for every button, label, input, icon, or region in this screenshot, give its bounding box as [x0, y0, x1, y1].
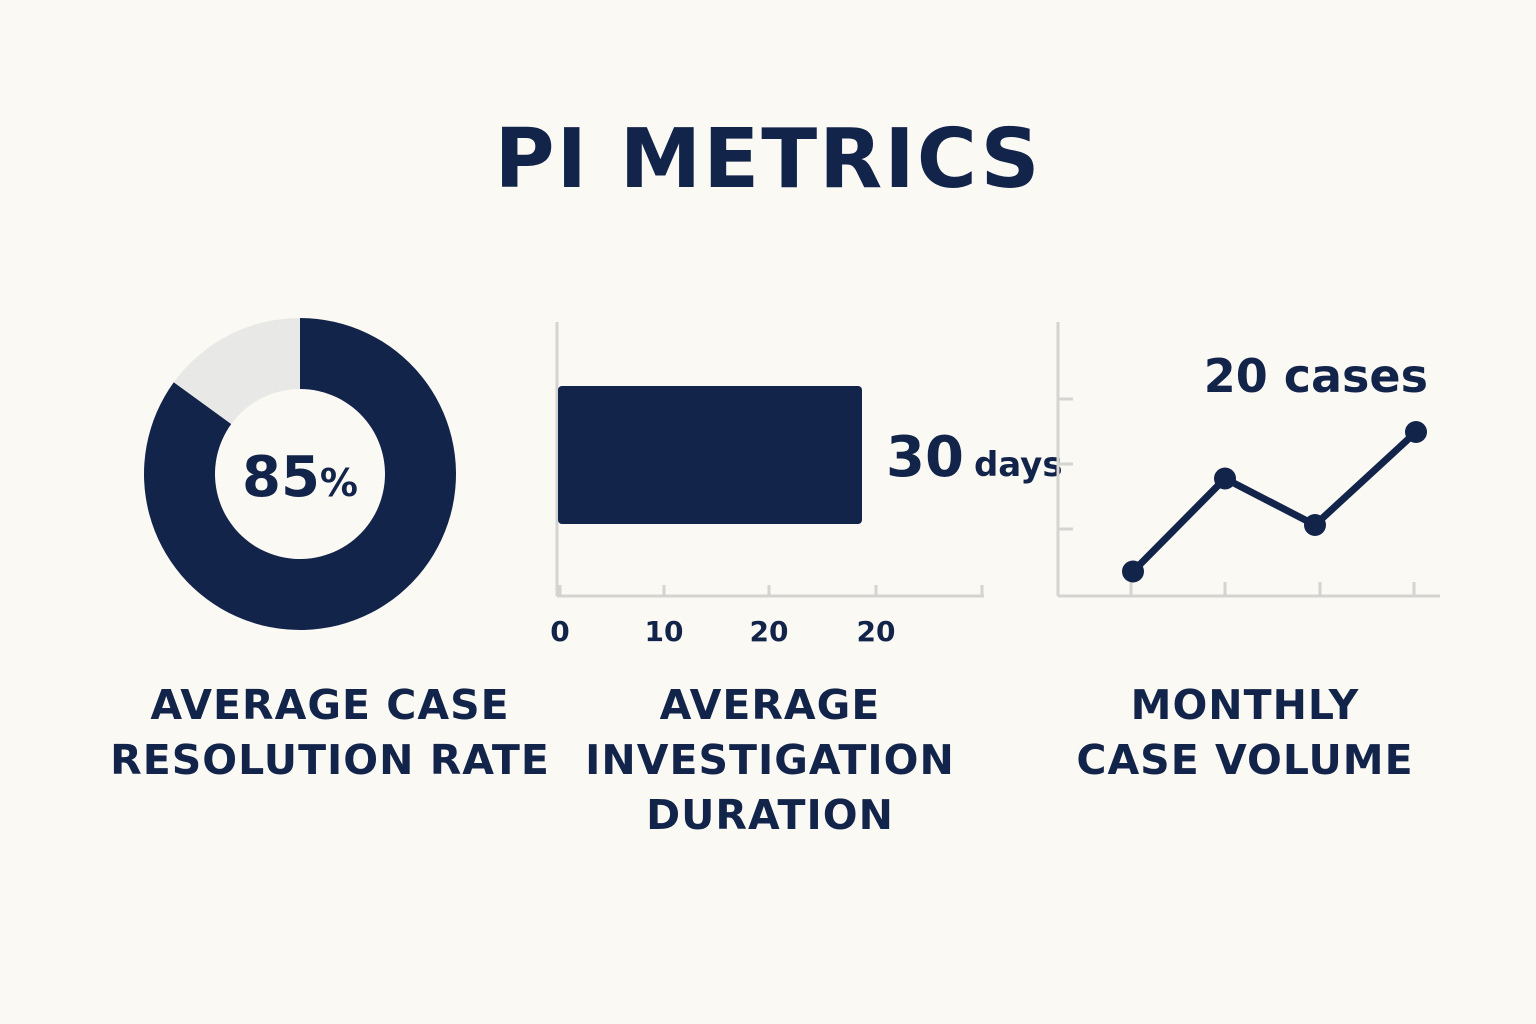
donut-slice-remaining: [173, 318, 300, 425]
volume-data-point: [1214, 467, 1236, 490]
volume-caption: MONTHLY CASE VOLUME: [1050, 678, 1440, 788]
bar-x-tick-label: 0: [550, 615, 569, 648]
caption-line: CASE VOLUME: [1076, 736, 1414, 784]
resolution-rate-caption: AVERAGE CASE RESOLUTION RATE: [110, 678, 550, 788]
donut-slice-resolved: [144, 318, 457, 630]
duration-unit: days: [974, 445, 1063, 485]
bar-x-tick-label: 20: [750, 615, 789, 648]
line-axis-ticks: [1058, 397, 1416, 596]
bar-x-tick-label: 20: [857, 615, 896, 648]
donut-unit: %: [320, 461, 358, 505]
volume-annotation: 20 cases: [1204, 349, 1428, 403]
volume-series-line: [1130, 429, 1419, 574]
caption-line: RESOLUTION RATE: [110, 736, 550, 784]
bar-x-ticks: 0 10 20 20: [550, 585, 984, 648]
volume-data-point: [1304, 514, 1326, 536]
volume-data-point: [1405, 421, 1427, 443]
caption-line: INVESTIGATION: [585, 736, 955, 784]
caption-line: DURATION: [646, 791, 894, 839]
duration-value-label: 30 days: [886, 425, 1063, 490]
caption-line: MONTHLY: [1130, 681, 1360, 729]
donut-slices: [144, 318, 457, 630]
duration-bar: [558, 386, 862, 524]
duration-value: 30: [886, 425, 964, 490]
caption-line: AVERAGE: [659, 681, 881, 729]
duration-caption: AVERAGE INVESTIGATION DURATION: [560, 678, 980, 843]
bar-x-tick-label: 10: [645, 615, 684, 648]
volume-points: [1122, 421, 1427, 583]
donut-value: 85: [242, 445, 320, 510]
page-title: PI METRICS: [494, 112, 1042, 207]
volume-data-point: [1122, 560, 1144, 583]
caption-line: AVERAGE CASE: [150, 681, 510, 729]
donut-center-label: 85%: [242, 445, 358, 510]
